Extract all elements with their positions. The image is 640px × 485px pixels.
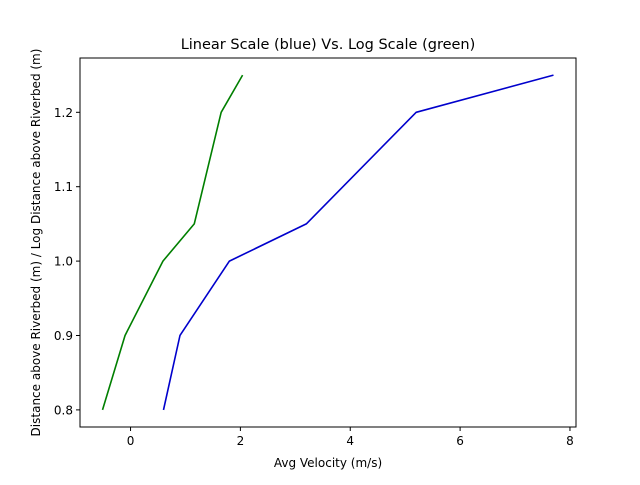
y-tick-label: 1.1 [54, 180, 73, 194]
series-layer [101, 74, 554, 411]
y-tick-label: 1.2 [54, 106, 73, 120]
series-line-0 [162, 74, 554, 411]
y-axis-label: Distance above Riverbed (m) / Log Distan… [29, 49, 43, 437]
y-tick-label: 0.8 [54, 403, 73, 417]
y-tick-label: 1.0 [54, 255, 73, 269]
x-tick-label: 0 [127, 434, 135, 448]
x-axis-ticks: 0 2 4 6 8 [127, 427, 574, 448]
x-tick-label: 6 [456, 434, 464, 448]
x-tick-label: 8 [566, 434, 574, 448]
series-line-1 [101, 74, 244, 411]
x-tick-label: 4 [346, 434, 354, 448]
y-tick-label: 0.9 [54, 329, 73, 343]
x-axis-label: Avg Velocity (m/s) [274, 456, 382, 470]
y-axis-ticks: 0.8 0.9 1.0 1.1 1.2 [54, 106, 80, 417]
plot-area-frame [79, 57, 577, 428]
chart-title: Linear Scale (blue) Vs. Log Scale (green… [181, 37, 476, 53]
x-tick-label: 2 [237, 434, 245, 448]
